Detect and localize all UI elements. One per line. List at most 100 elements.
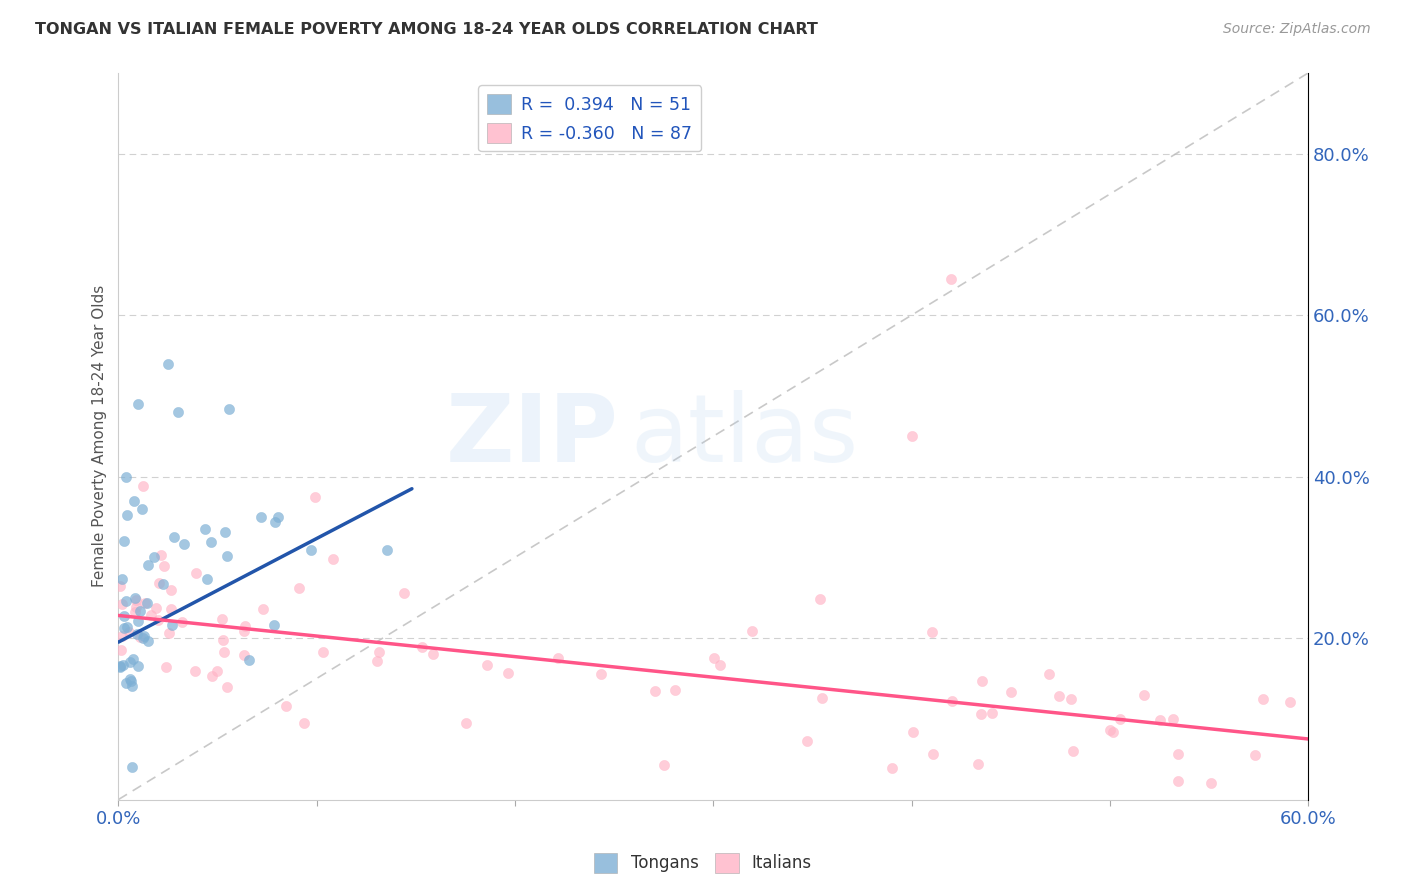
- Point: [252, 602, 274, 616]
- Point: [233, 624, 256, 639]
- Point: [796, 733, 818, 747]
- Point: [214, 525, 236, 540]
- Point: [215, 680, 238, 694]
- Point: [163, 530, 186, 544]
- Point: [201, 668, 224, 682]
- Point: [292, 715, 315, 730]
- Y-axis label: Female Poverty Among 18-24 Year Olds: Female Poverty Among 18-24 Year Olds: [93, 285, 107, 587]
- Point: [921, 625, 943, 640]
- Point: [304, 490, 326, 504]
- Point: [194, 522, 217, 536]
- Point: [970, 707, 993, 722]
- Point: [366, 654, 388, 668]
- Point: [184, 566, 207, 580]
- Point: [1000, 685, 1022, 699]
- Point: [127, 614, 149, 628]
- Point: [238, 653, 260, 667]
- Point: [264, 516, 287, 530]
- Point: [121, 760, 143, 774]
- Point: [110, 659, 132, 673]
- Point: [127, 627, 149, 641]
- Point: [1149, 713, 1171, 727]
- Point: [136, 634, 159, 648]
- Point: [263, 617, 285, 632]
- Point: [184, 664, 207, 678]
- Point: [143, 550, 166, 565]
- Point: [135, 596, 157, 610]
- Point: [112, 534, 135, 549]
- Point: [267, 510, 290, 524]
- Point: [115, 508, 138, 522]
- Point: [741, 624, 763, 639]
- Point: [654, 757, 676, 772]
- Point: [127, 659, 149, 673]
- Point: [141, 608, 163, 623]
- Point: [922, 747, 945, 761]
- Point: [128, 604, 150, 618]
- Point: [120, 673, 142, 688]
- Text: atlas: atlas: [630, 391, 858, 483]
- Point: [127, 397, 149, 411]
- Point: [1109, 712, 1132, 726]
- Point: [1244, 747, 1267, 762]
- Point: [233, 619, 256, 633]
- Point: [211, 612, 233, 626]
- Legend: Tongans, Italians: Tongans, Italians: [588, 847, 818, 880]
- Legend: R =  0.394   N = 51, R = -0.360   N = 87: R = 0.394 N = 51, R = -0.360 N = 87: [478, 86, 702, 152]
- Point: [1199, 776, 1222, 790]
- Point: [454, 715, 477, 730]
- Point: [124, 605, 146, 619]
- Point: [110, 579, 132, 593]
- Point: [367, 645, 389, 659]
- Point: [547, 651, 569, 665]
- Point: [1279, 695, 1302, 709]
- Point: [115, 676, 138, 690]
- Point: [173, 536, 195, 550]
- Point: [422, 648, 444, 662]
- Point: [120, 672, 142, 686]
- Point: [1101, 724, 1123, 739]
- Point: [498, 665, 520, 680]
- Point: [900, 429, 922, 443]
- Point: [215, 549, 238, 564]
- Point: [218, 401, 240, 416]
- Point: [1099, 723, 1122, 737]
- Point: [145, 601, 167, 615]
- Point: [1047, 690, 1070, 704]
- Point: [148, 613, 170, 627]
- Point: [941, 272, 963, 286]
- Point: [1038, 666, 1060, 681]
- Point: [1251, 691, 1274, 706]
- Point: [157, 625, 180, 640]
- Point: [250, 510, 273, 524]
- Point: [129, 630, 152, 644]
- Point: [115, 620, 138, 634]
- Point: [134, 596, 156, 610]
- Point: [811, 691, 834, 706]
- Point: [1060, 691, 1083, 706]
- Point: [132, 478, 155, 492]
- Point: [1062, 744, 1084, 758]
- Point: [322, 552, 344, 566]
- Point: [114, 470, 136, 484]
- Point: [375, 542, 398, 557]
- Point: [941, 694, 963, 708]
- Point: [110, 597, 132, 611]
- Point: [156, 357, 179, 371]
- Point: [211, 632, 233, 647]
- Point: [411, 640, 433, 655]
- Point: [152, 577, 174, 591]
- Point: [392, 586, 415, 600]
- Point: [124, 493, 146, 508]
- Point: [214, 644, 236, 658]
- Point: [148, 575, 170, 590]
- Point: [207, 664, 229, 678]
- Point: [160, 618, 183, 632]
- Point: [118, 656, 141, 670]
- Point: [111, 629, 134, 643]
- Point: [110, 659, 132, 673]
- Point: [121, 679, 143, 693]
- Point: [152, 558, 174, 573]
- Text: ZIP: ZIP: [446, 391, 619, 483]
- Point: [125, 600, 148, 615]
